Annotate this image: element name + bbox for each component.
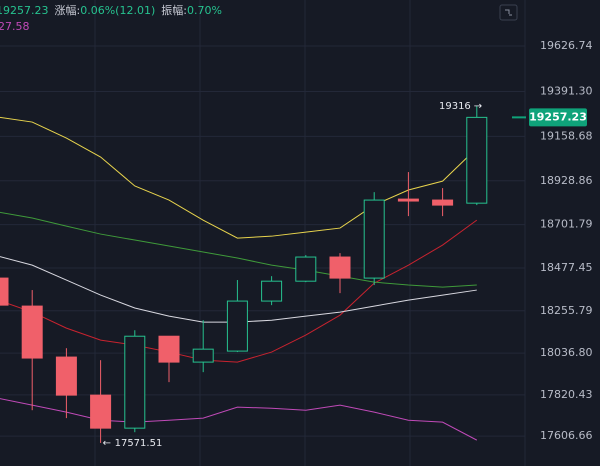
y-tick-label: 18701.79 — [540, 218, 593, 231]
icon-button[interactable] — [499, 4, 518, 21]
header-price: 19257.23 — [0, 4, 49, 17]
candle-body — [90, 394, 112, 429]
ma-line — [0, 219, 478, 363]
candle-body — [466, 116, 488, 204]
y-tick-label: 18928.86 — [540, 174, 593, 187]
candle-body — [21, 305, 43, 359]
min-arrow: ← — [103, 438, 111, 449]
header: 19257.23 涨幅:0.06%(12.01) 振幅:0.70% — [0, 3, 222, 17]
y-tick-label: 18255.79 — [540, 304, 593, 317]
candle-body — [295, 256, 317, 282]
ma-line — [0, 398, 478, 441]
last-price-label: 19257.23 — [529, 110, 587, 123]
y-tick-label: 19391.30 — [540, 84, 593, 97]
candle-body — [192, 348, 214, 363]
y-tick-label: 17820.43 — [540, 388, 593, 401]
y-tick-label: 19626.74 — [540, 39, 593, 52]
candle-body — [55, 356, 77, 396]
y-tick-label: 18477.45 — [540, 261, 593, 274]
y-tick-label: 18036.80 — [540, 346, 593, 359]
last-price-box — [529, 108, 587, 127]
plot — [0, 45, 525, 443]
header-amplitude-label: 振幅: — [161, 3, 187, 17]
candle-body — [124, 335, 146, 429]
ma-line — [0, 211, 477, 288]
header-sub-value: 27.58 — [0, 20, 30, 33]
ma-line — [0, 116, 478, 239]
candle-body — [261, 280, 283, 302]
candle-body — [158, 335, 180, 363]
candle-body — [226, 300, 248, 352]
candle-body — [0, 277, 9, 306]
y-tick-label: 17606.66 — [540, 429, 593, 442]
header-change-label: 涨幅: — [55, 4, 81, 17]
candle-body — [329, 256, 351, 279]
candle-body — [432, 199, 454, 206]
vertical-grid — [94, 0, 526, 466]
max-arrow: → — [474, 101, 482, 112]
candle-body — [363, 199, 385, 279]
icon — [505, 9, 512, 16]
y-tick-label: 19158.68 — [540, 129, 593, 142]
min-annotation: 17571.51 — [115, 438, 163, 449]
candle-body — [397, 198, 419, 202]
header-amplitude: 0.70% — [187, 4, 222, 17]
max-annotation: 19316 — [439, 101, 471, 112]
header-change: 0.06%(12.01) — [80, 4, 155, 17]
